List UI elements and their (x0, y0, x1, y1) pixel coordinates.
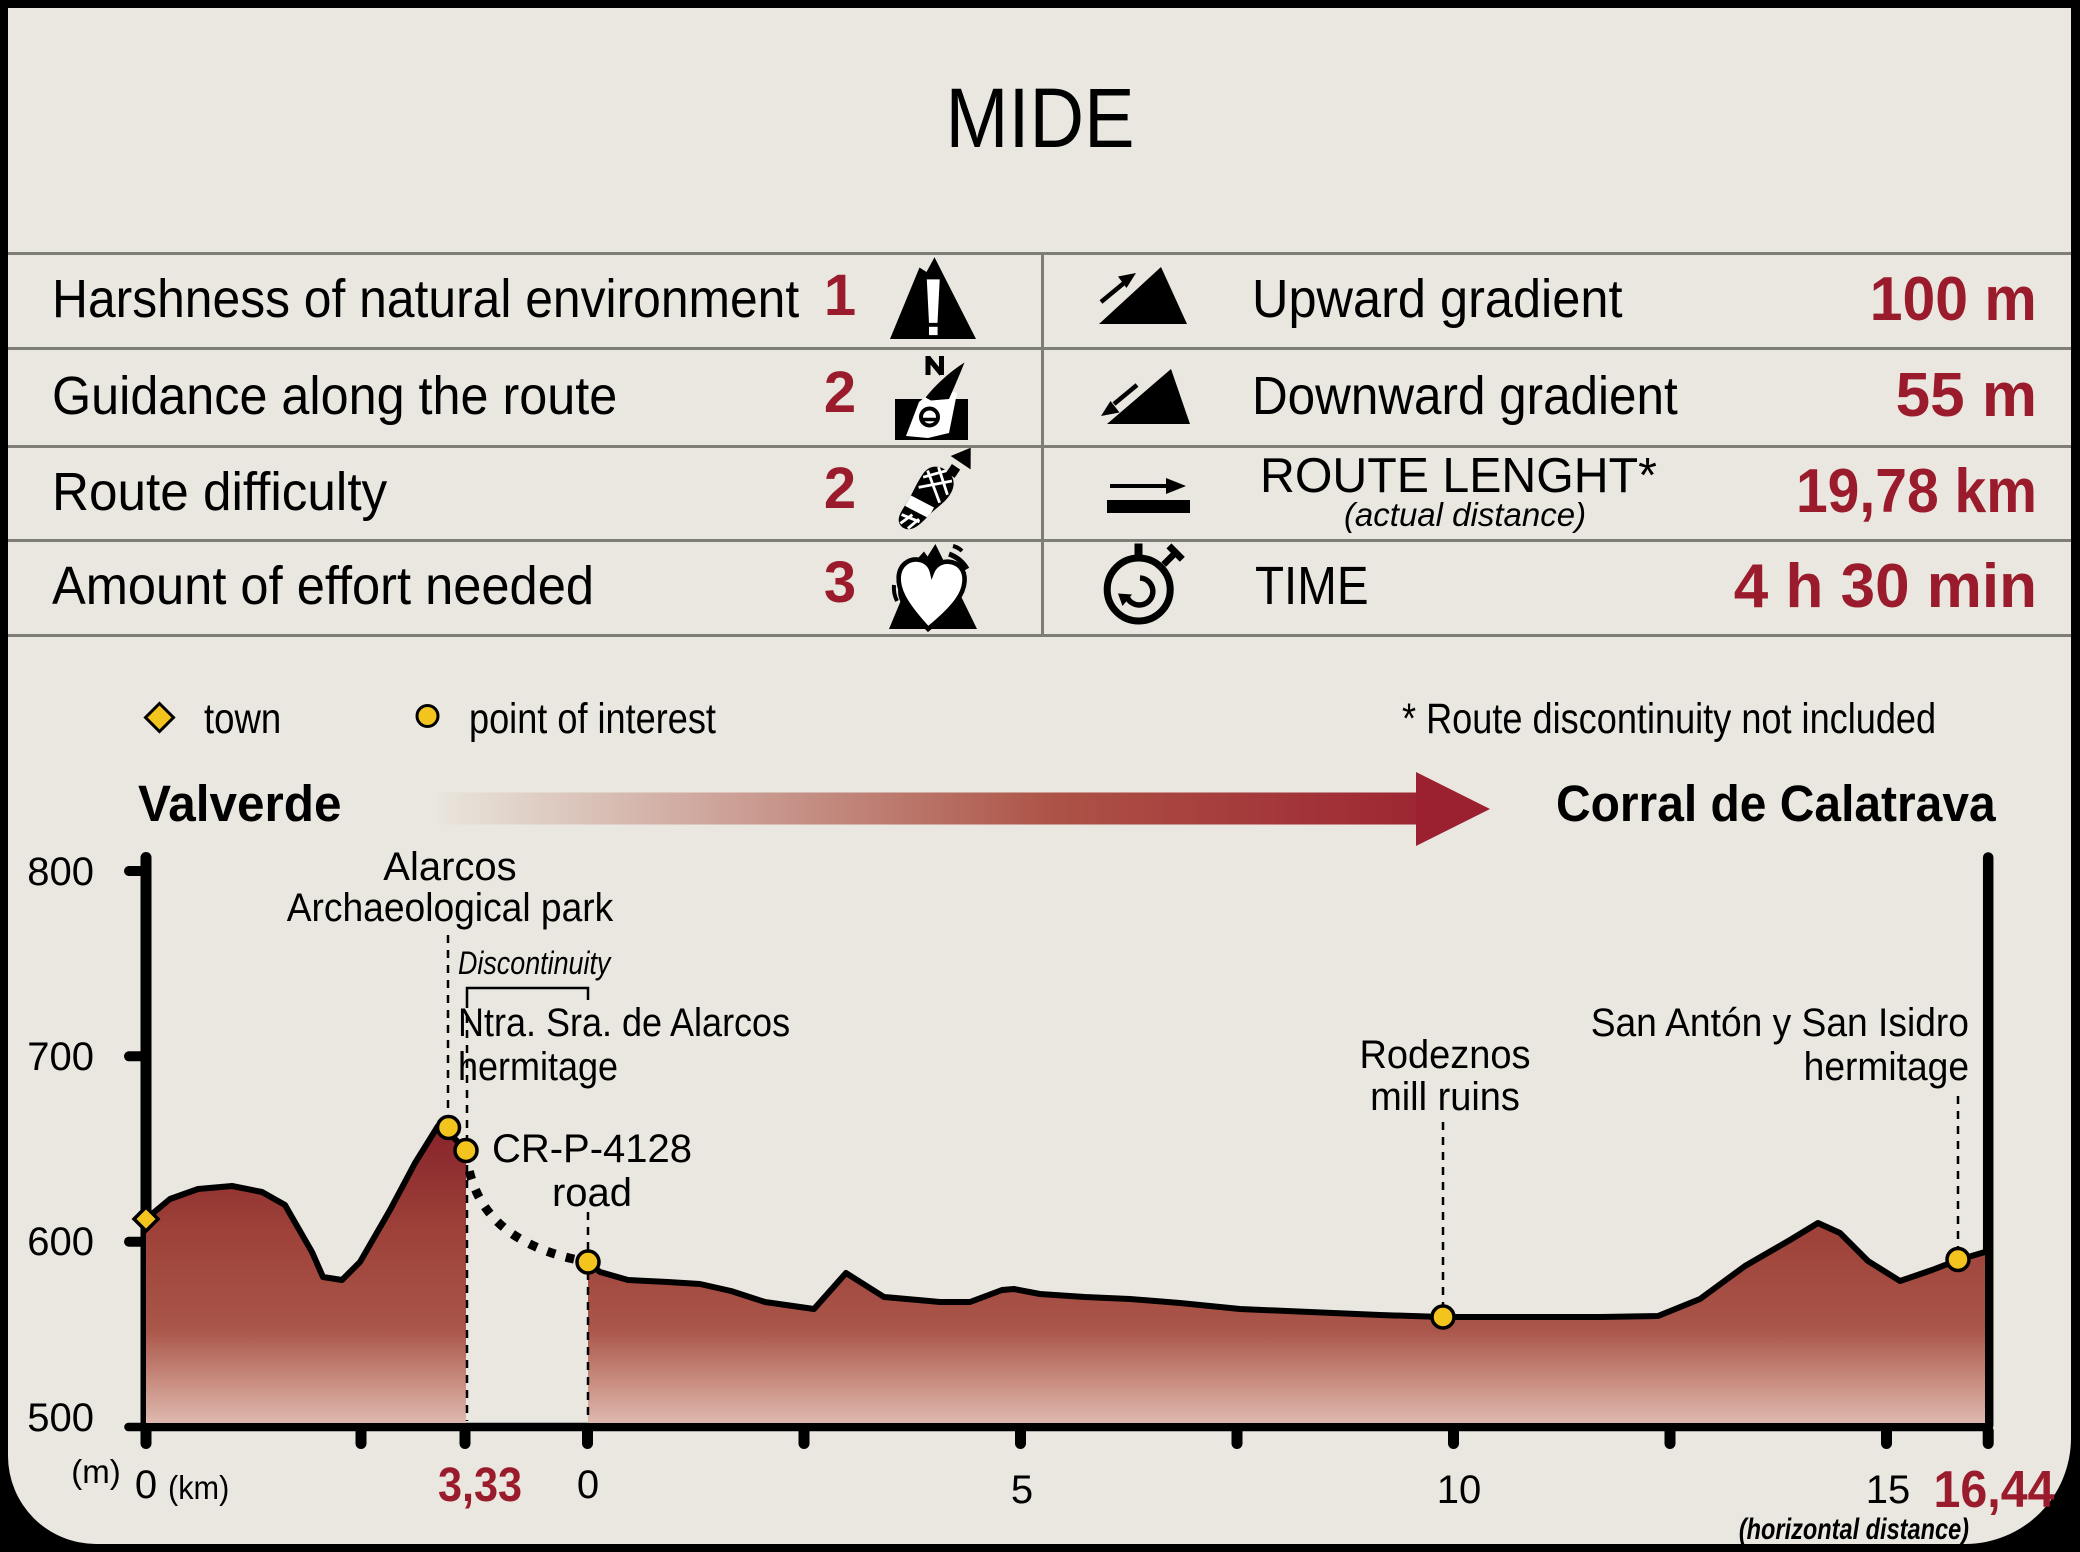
svg-text:10: 10 (1437, 1468, 1482, 1512)
svg-text:500: 500 (27, 1396, 94, 1440)
svg-text:Archaeological park: Archaeological park (287, 886, 614, 931)
svg-text:700: 700 (27, 1035, 94, 1079)
svg-text:16,44: 16,44 (1933, 1460, 2054, 1518)
svg-text:Rodeznos: Rodeznos (1359, 1033, 1530, 1077)
svg-text:San Antón y San Isidro: San Antón y San Isidro (1591, 1001, 1969, 1046)
svg-text:(km): (km) (168, 1469, 229, 1506)
svg-text:800: 800 (27, 850, 94, 894)
svg-text:hermitage: hermitage (458, 1045, 618, 1089)
svg-text:5: 5 (1011, 1468, 1033, 1512)
svg-text:(horizontal distance): (horizontal distance) (1739, 1512, 1969, 1545)
svg-text:0: 0 (577, 1463, 599, 1507)
svg-text:Ntra. Sra. de Alarcos: Ntra. Sra. de Alarcos (458, 1001, 790, 1045)
svg-text:CR-P-4128: CR-P-4128 (492, 1127, 692, 1171)
svg-text:600: 600 (27, 1220, 94, 1264)
svg-text:15: 15 (1866, 1468, 1911, 1512)
svg-text:mill ruins: mill ruins (1370, 1075, 1520, 1119)
svg-text:(m): (m) (71, 1453, 120, 1490)
svg-text:hermitage: hermitage (1804, 1045, 1969, 1090)
svg-text:3,33: 3,33 (438, 1458, 522, 1512)
svg-text:road: road (552, 1171, 632, 1215)
svg-text:0: 0 (135, 1463, 157, 1507)
svg-text:Alarcos: Alarcos (383, 845, 516, 889)
svg-text:Discontinuity: Discontinuity (458, 946, 612, 982)
